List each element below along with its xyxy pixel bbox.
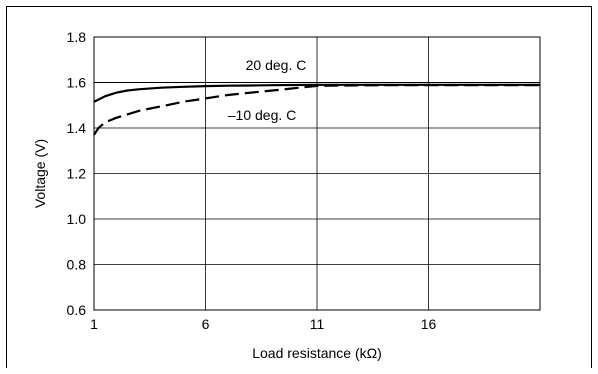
x-tick-label: 6	[202, 316, 210, 332]
y-tick-label: 1.6	[67, 75, 87, 91]
y-tick-label: 1.8	[67, 29, 87, 45]
chart-frame	[6, 6, 592, 368]
y-axis-label: Voltage (V)	[32, 139, 48, 208]
x-tick-label: 11	[310, 316, 325, 332]
series-label-20-deg-c: 20 deg. C	[246, 57, 307, 73]
series-line-20-deg-c	[93, 83, 540, 103]
series-line-minus-10-deg-c	[93, 84, 540, 136]
grid	[94, 37, 540, 310]
y-tick-label: 0.6	[67, 302, 87, 318]
series-layer	[93, 83, 540, 136]
plot-border	[93, 36, 541, 311]
tick-labels: 1 6 11 160.60.81.01.21.41.61.8	[67, 29, 437, 332]
y-tick-label: 1.4	[67, 120, 87, 136]
x-tick-label: 1	[90, 316, 98, 332]
x-axis-label: Load resistance (kΩ)	[252, 345, 382, 361]
y-tick-label: 1.2	[67, 166, 87, 182]
x-tick-label: 16	[421, 316, 437, 332]
series-label-minus-10-deg-c: –10 deg. C	[228, 107, 297, 123]
y-tick-label: 1.0	[67, 211, 87, 227]
y-tick-label: 0.8	[67, 257, 87, 273]
